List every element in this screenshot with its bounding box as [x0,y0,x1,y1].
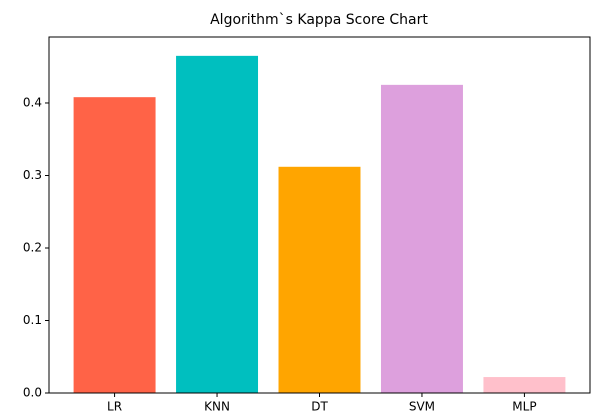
y-tick-label: 0.2 [23,240,42,254]
x-tick-label: SVM [409,400,435,414]
bar [278,166,361,393]
y-tick-label: 0.0 [23,386,42,400]
plot-frame [48,36,591,394]
y-tick-label: 0.3 [23,168,42,182]
bar [380,84,463,393]
bar [483,377,566,393]
chart-title: Algorithm`s Kappa Score Chart [210,12,428,28]
x-tick-label: LR [107,400,122,414]
bar [176,55,259,394]
x-tick-label: DT [311,400,328,414]
y-tick-label: 0.1 [23,313,42,327]
x-tick-label: KNN [204,400,230,414]
x-tick-label: MLP [512,400,536,414]
y-tick-label: 0.4 [23,95,42,109]
bar [73,97,156,393]
